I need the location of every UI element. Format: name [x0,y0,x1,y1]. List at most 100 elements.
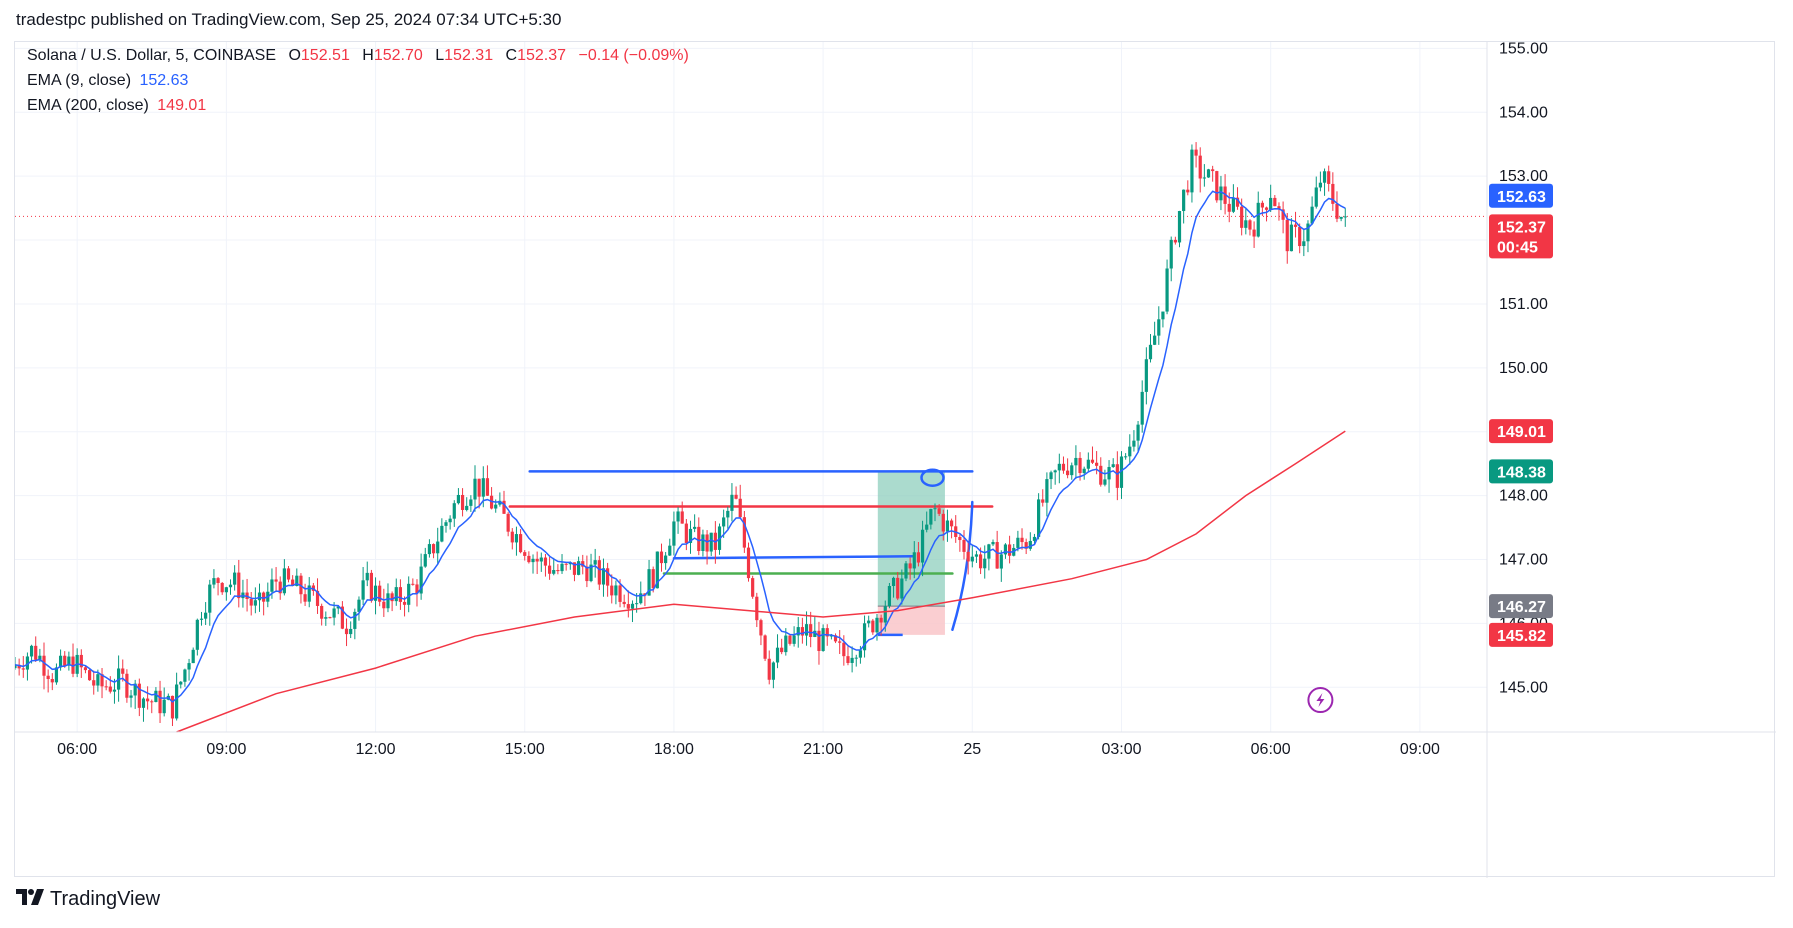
candle-body [390,593,394,602]
candle-body [630,603,635,609]
candle-body [303,594,307,602]
ema9-label: EMA (9, close) [27,72,132,89]
candle-body [1327,171,1331,184]
candle-body [137,683,141,708]
candle-body [746,547,751,579]
close-value: 152.37 [517,47,567,64]
candle-body [597,560,601,585]
candle-body [846,656,850,663]
candle-body [398,587,403,602]
chart-canvas[interactable]: 145.00146.00147.00148.00149.00150.00151.… [15,42,1776,878]
candle-body [614,585,618,596]
candle-body [373,585,378,601]
candle-body [423,554,427,567]
candle-body [767,658,771,680]
published-text: tradestpc published on TradingView.com, … [16,10,562,29]
candle-body [286,568,291,580]
candle-body [920,529,925,563]
candle-body [216,578,220,583]
candle-body [1057,463,1061,471]
candle-body [1339,216,1343,219]
candle-body [291,579,295,586]
candle-body [1016,537,1020,548]
candle-body [1277,206,1281,210]
candle-body [858,650,863,658]
price-tag-value: 145.82 [1497,628,1546,645]
candle-body [1302,241,1306,247]
candle-body [58,655,63,668]
candle-body [1049,472,1053,480]
candle-body [1165,268,1169,312]
candle-body [494,504,498,509]
candle-body [29,645,34,657]
y-tick-label: 150.00 [1499,360,1548,377]
candle-body [402,601,407,605]
candle-body [916,552,921,563]
candle-body [531,558,535,563]
candle-body [1186,189,1190,193]
close-label: C [505,47,518,64]
candle-body [411,583,415,585]
candle-body [1173,239,1177,243]
price-tag-target: 148.38 [1489,459,1553,484]
candle-body [796,627,800,636]
candle-body [676,511,680,522]
candle-body [456,494,461,504]
candle-body [1140,391,1144,425]
candle-body [1020,537,1024,543]
candle-body [1235,197,1240,207]
candle-body [1182,189,1186,212]
candle-body [332,608,336,618]
x-tick-label: 21:00 [803,741,843,758]
candle-body [1070,465,1074,476]
legend-ema9-row[interactable]: EMA (9, close) 152.63 [27,72,192,90]
change-value: −0.14 (−0.09%) [578,47,689,64]
chart-frame[interactable]: 145.00146.00147.00148.00149.00150.00151.… [14,41,1776,878]
candle-body [1322,171,1327,183]
candle-body [1298,226,1302,247]
candle-body [253,600,257,606]
candle-body [1318,182,1323,188]
x-tick-label: 06:00 [1251,741,1291,758]
candle-body [357,599,361,612]
candle-body [730,494,734,511]
candle-body [552,570,556,574]
candle-body [1198,155,1202,179]
candle-body [535,558,539,562]
candles-layer [15,142,1347,727]
candle-body [1273,197,1277,207]
candle-body [477,478,481,497]
candle-body [1260,202,1264,208]
tradingview-brand[interactable]: TradingView [16,888,160,911]
candle-body [800,627,804,636]
candle-body [784,635,788,653]
price-tag-bg [1489,622,1553,647]
x-tick-label: 18:00 [654,741,694,758]
candle-body [1153,335,1157,345]
candle-body [340,606,344,629]
candle-body [804,624,809,636]
candle-body [991,542,995,545]
candle-body [514,534,519,543]
y-tick-label: 154.00 [1499,104,1548,121]
brush-stroke [951,500,974,632]
candle-body [1335,203,1339,219]
candle-body [601,568,606,585]
price-tag-value: 152.63 [1497,189,1546,206]
candle-body [1223,186,1227,204]
symbol-name[interactable]: Solana / U.S. Dollar, 5, COINBASE [27,47,276,64]
legend-ema200-row[interactable]: EMA (200, close) 149.01 [27,97,210,115]
candle-body [1285,219,1289,252]
candle-body [1219,186,1223,201]
candle-body [543,557,548,566]
candle-body [1190,149,1194,193]
candle-body [523,552,527,556]
brand-name: TradingView [50,888,161,910]
candle-body [146,698,150,702]
candle-body [50,679,54,683]
candle-body [1310,206,1314,224]
candle-body [854,657,858,659]
candle-body [150,701,154,703]
candle-body [87,670,92,681]
candle-body [974,554,979,557]
